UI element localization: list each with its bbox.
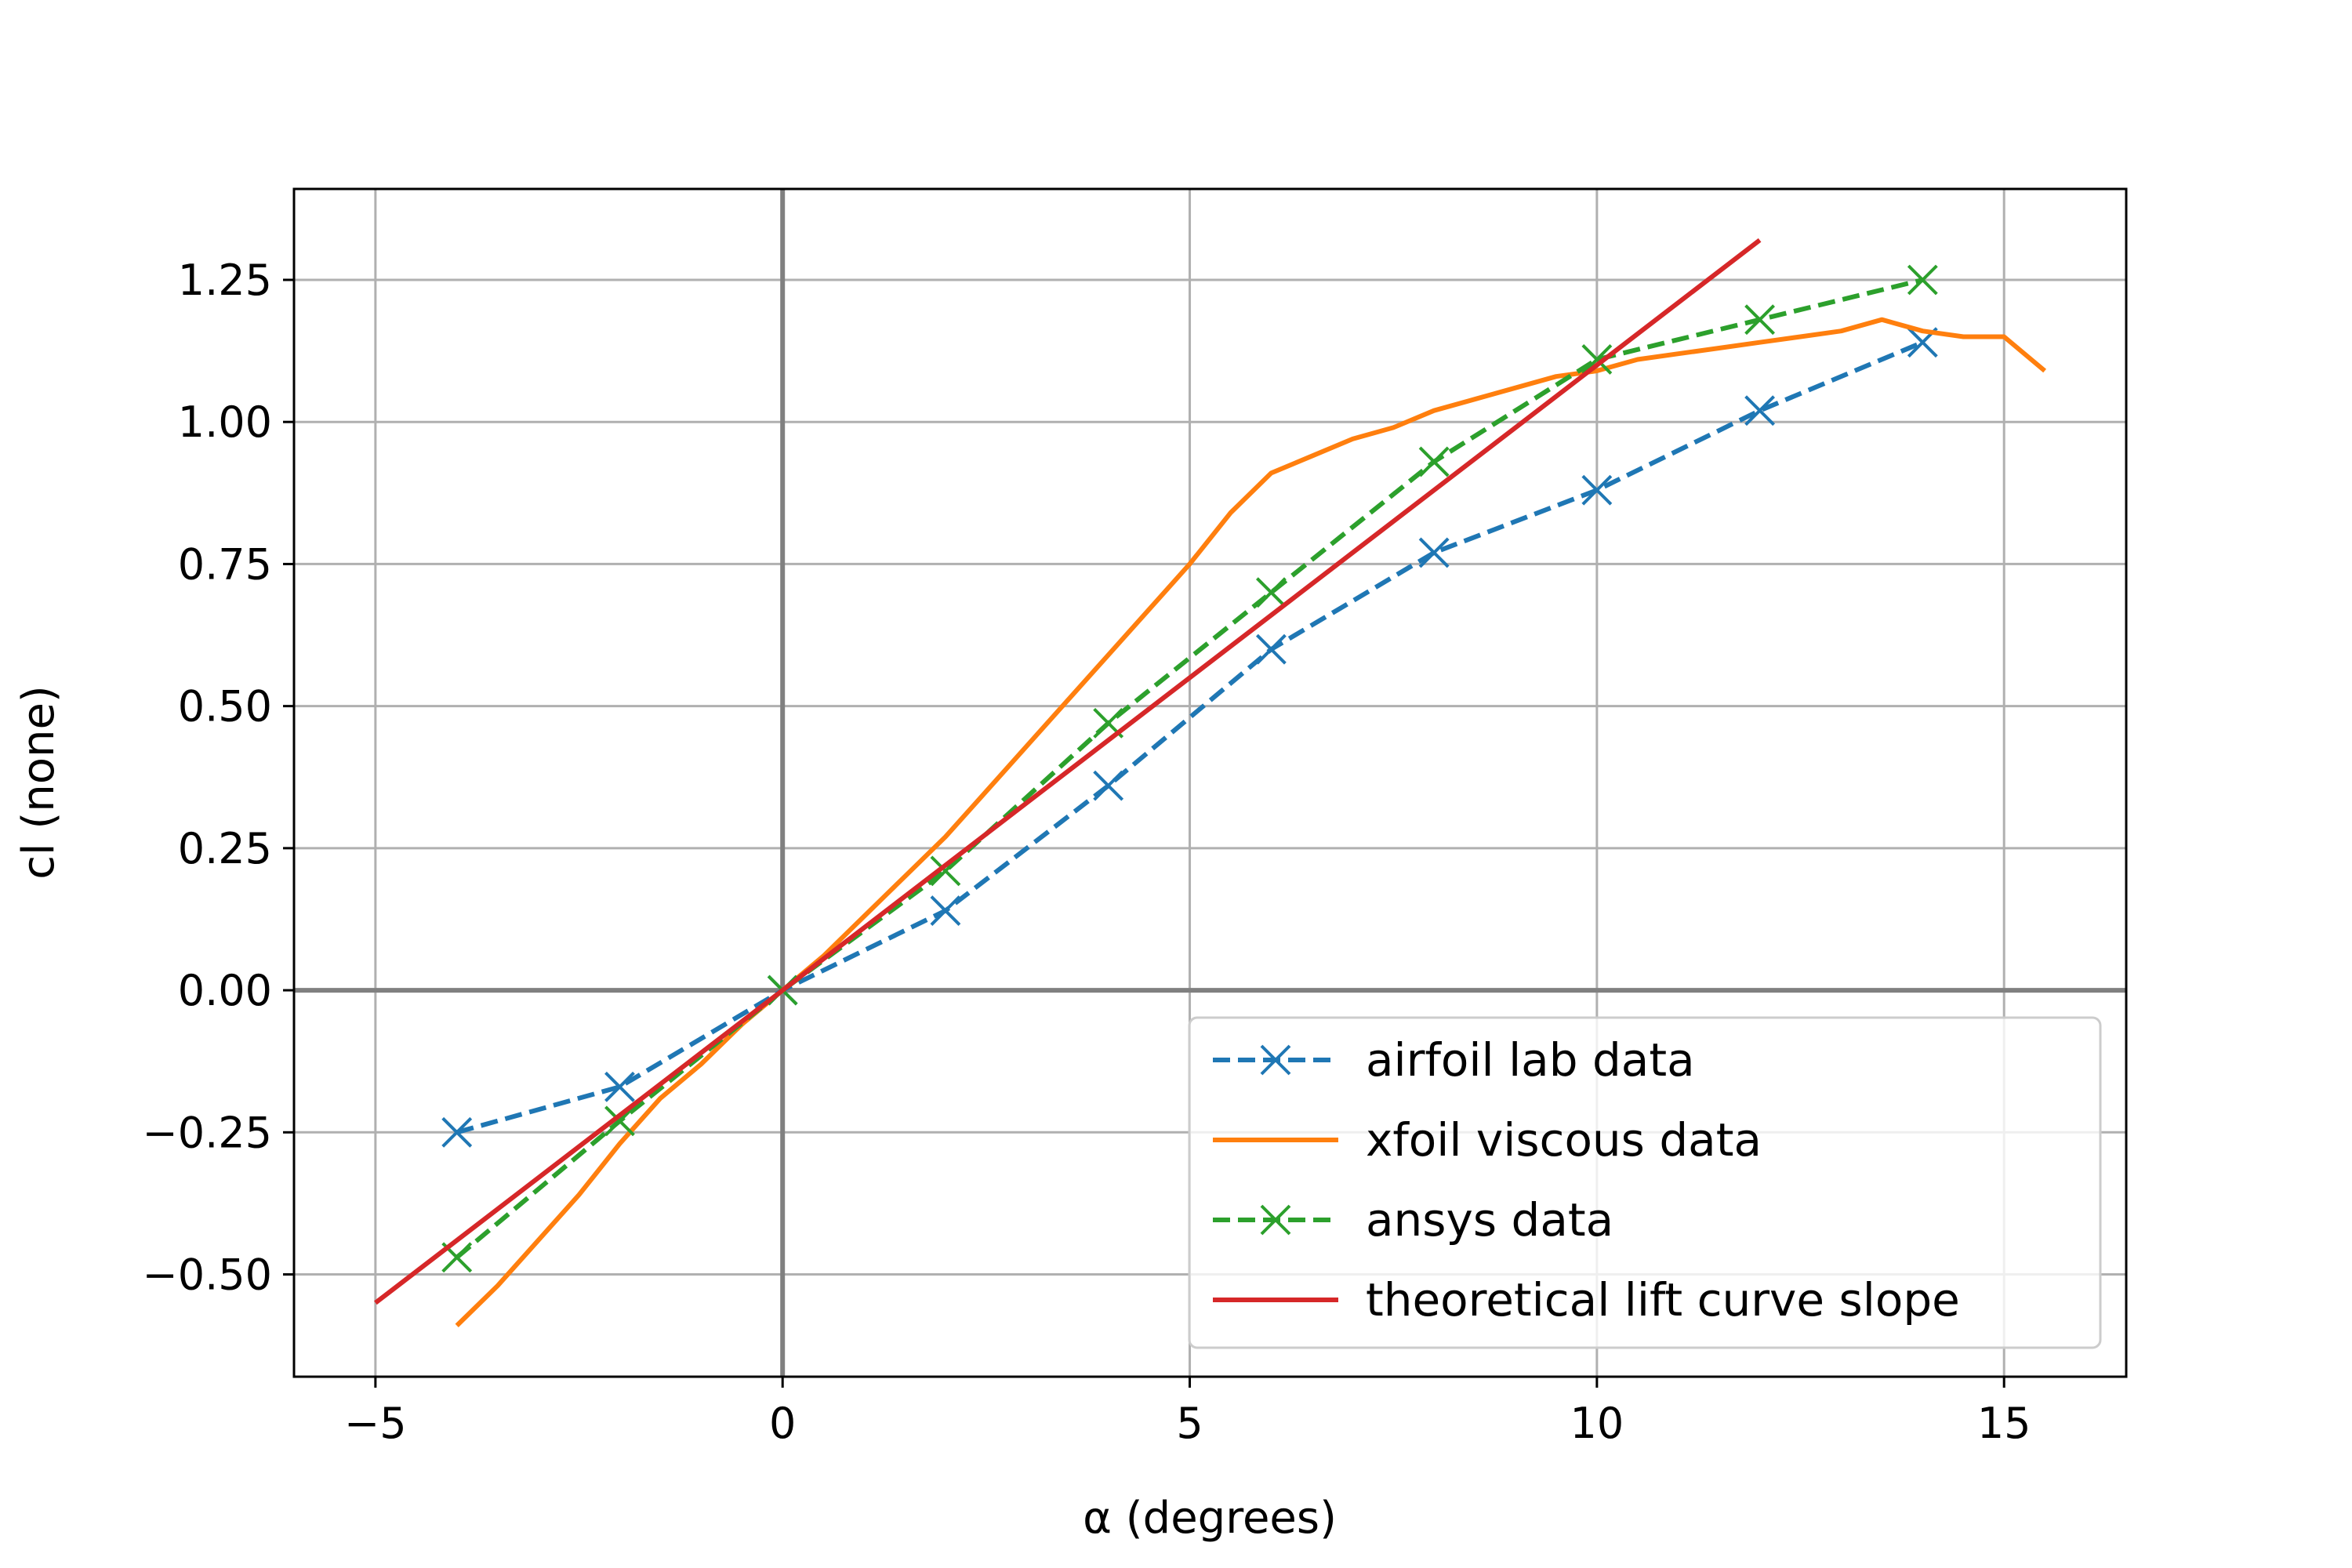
data-series [374,238,2047,1327]
series-line [374,238,1762,1305]
x-marker [1581,474,1613,506]
x-tick-label: 5 [1176,1399,1203,1448]
plot-frame [292,187,2128,1378]
x-marker [441,1116,473,1148]
y-tick-label: 0.75 [178,539,272,589]
x-marker [604,1071,635,1102]
x-marker [1255,633,1287,665]
x-marker [604,1105,635,1137]
legend-item: xfoil viscous data [1213,1113,1762,1167]
y-tick-label: 0.00 [178,966,272,1015]
x-tick-label: 0 [769,1399,796,1448]
legend-label: theoretical lift curve slope [1366,1273,1960,1327]
series-xfoil-viscous-data [455,317,2047,1327]
x-tick-label: −5 [344,1399,407,1448]
series-line [455,317,2047,1327]
y-tick-label: 0.50 [178,682,272,731]
y-tick-label: 0.25 [178,824,272,873]
legend-label: airfoil lab data [1366,1033,1695,1087]
y-axis-label: cl (none) [13,685,64,880]
x-marker [1260,1204,1291,1236]
series-theoretical-lift-curve-slope [374,238,1762,1305]
legend: airfoil lab data xfoil viscous data ansys … [1188,1016,2102,1349]
x-marker [1744,304,1776,336]
x-marker [1418,537,1450,568]
x-tick-label: 15 [1977,1399,2031,1448]
y-tick-label: −0.25 [143,1108,272,1157]
x-axis-label: α (degrees) [1083,1493,1337,1544]
legend-item: airfoil lab data [1213,1033,1695,1087]
y-tick-label: 1.25 [178,256,272,305]
x-marker [1418,446,1450,477]
x-marker [1093,770,1124,801]
y-tick-label: −0.50 [143,1250,272,1300]
x-tick-label: 10 [1570,1399,1624,1448]
legend-box [1188,1016,2102,1349]
x-marker [1255,577,1287,608]
x-marker [1907,264,1938,296]
x-marker [930,855,961,887]
legend-item: ansys data [1213,1193,1613,1247]
legend-label: xfoil viscous data [1366,1113,1762,1167]
legend-item: theoretical lift curve slope [1213,1273,1960,1327]
legend-label: ansys data [1366,1193,1613,1247]
x-marker [1260,1044,1291,1076]
series-line [456,339,1924,1135]
zero-axis-lines [294,189,2126,1377]
axis-ticks: −5 0 5 10 15 −0.50 −0.25 0.00 0.25 0.50 0.75 1.00 1.… [143,256,2031,1448]
x-marker [930,895,961,927]
x-marker [1581,344,1613,375]
x-marker [1744,395,1776,426]
y-tick-label: 1.00 [178,397,272,447]
